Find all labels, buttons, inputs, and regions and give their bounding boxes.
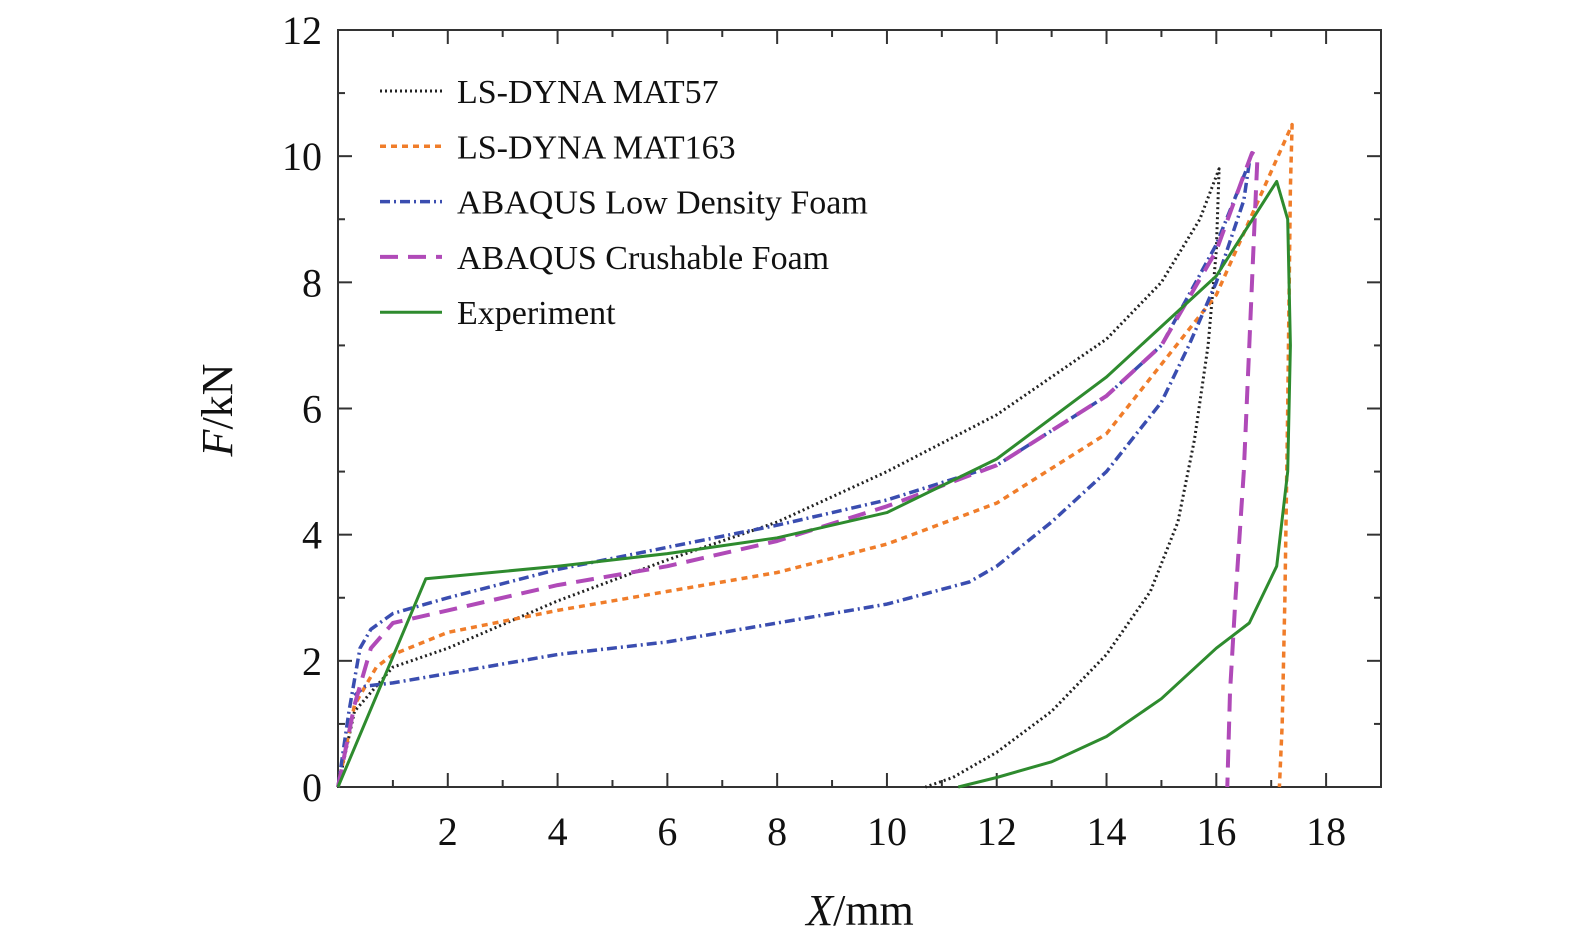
y-axis-unit: /kN xyxy=(193,364,242,430)
series-line-3 xyxy=(336,151,1260,788)
legend-label: LS-DYNA MAT163 xyxy=(457,129,736,166)
x-tick-label: 12 xyxy=(977,809,1017,854)
y-tick-label: 6 xyxy=(302,387,322,432)
plot-frame: 2 4 6 8 10 12 14 16 18 0 2 4 6 8 10 12 xyxy=(282,8,1382,854)
x-tick-label: 2 xyxy=(438,809,458,854)
y-tick-label: 8 xyxy=(302,260,322,305)
x-tick-label: 14 xyxy=(1087,809,1127,854)
legend: LS-DYNA MAT57 LS-DYNA MAT163 ABAQUS Low De… xyxy=(380,74,868,332)
x-tick-label: 4 xyxy=(548,809,568,854)
x-axis-var: X xyxy=(804,886,835,935)
y-tick-label: 2 xyxy=(302,639,322,684)
x-tick-label: 8 xyxy=(767,809,787,854)
x-tick-label: 16 xyxy=(1196,809,1236,854)
series-layer xyxy=(336,122,1294,789)
legend-label: LS-DYNA MAT57 xyxy=(457,74,719,111)
series-line-1 xyxy=(336,122,1294,788)
x-axis-label: X/mm xyxy=(804,886,914,935)
series-line-4 xyxy=(336,179,1292,789)
x-tick-label: 18 xyxy=(1306,809,1346,854)
legend-label: Experiment xyxy=(457,295,616,332)
y-tick-label: 12 xyxy=(282,8,322,53)
x-axis-unit: /mm xyxy=(833,886,914,935)
y-axis-label: F/kN xyxy=(193,364,242,458)
legend-label: ABAQUS Crushable Foam xyxy=(457,240,829,277)
x-tick-label: 6 xyxy=(657,809,677,854)
series-line-2 xyxy=(336,160,1252,788)
legend-label: ABAQUS Low Density Foam xyxy=(457,185,868,222)
series-line-0 xyxy=(336,167,1221,789)
y-tick-label: 4 xyxy=(302,513,322,558)
x-tick-label: 10 xyxy=(867,809,907,854)
y-tick-label: 10 xyxy=(282,134,322,179)
y-tick-label: 0 xyxy=(302,765,322,810)
y-axis-var: F xyxy=(193,428,242,457)
